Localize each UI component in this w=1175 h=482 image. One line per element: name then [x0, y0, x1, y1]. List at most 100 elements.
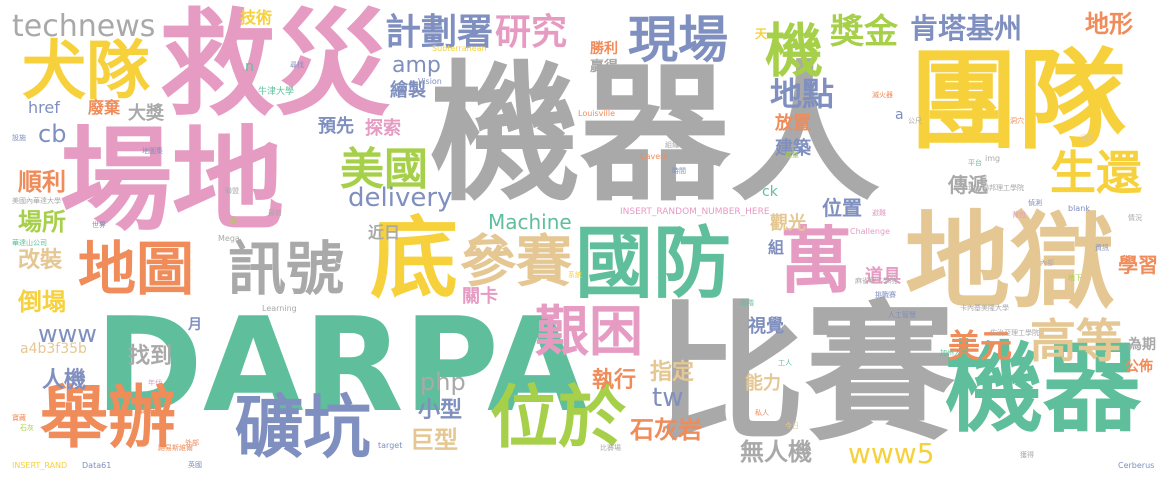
word-comm: 通訊 [1080, 134, 1094, 142]
word-machine-single: 機 [765, 17, 824, 85]
word-map: 地圖 [78, 235, 195, 303]
word-building: 建築 [775, 138, 811, 159]
word-hardship: 艱困 [535, 300, 643, 363]
word-uk: 英國 [188, 461, 202, 469]
word-venue: 場地 [60, 116, 284, 246]
word-props: 道具 [865, 266, 901, 287]
word-small: 小型 [418, 398, 463, 423]
word-found: 找到 [128, 344, 173, 369]
word-scene: 現場 [628, 11, 728, 69]
word-prize: 獎金 [830, 12, 898, 52]
word-data61: Data61 [82, 461, 112, 470]
word-extinguisher: 滅火器 [872, 91, 893, 99]
word-img: img [985, 154, 1001, 163]
word-transmit: 傳遞 [948, 173, 988, 197]
word-agency: 計劃署 [385, 12, 494, 53]
word-tw: tw [652, 383, 684, 413]
word-modify: 改裝 [18, 248, 63, 273]
word-announce: 公佈 [1125, 359, 1153, 375]
word-underground: 地下 [1068, 274, 1082, 282]
word-technology: 技術 [240, 8, 273, 27]
word-www5: www5 [848, 437, 935, 470]
word-location: 地點 [770, 75, 835, 113]
word-alliance: 聯盟 [225, 187, 239, 195]
word-georgia-tech: 佐治亞理工學院 [990, 329, 1039, 337]
word-dog-team: 犬隊 [22, 35, 150, 109]
word-place-put: 放置 [775, 113, 811, 134]
word-vision-en: Vision [418, 77, 442, 86]
word-smoothly: 順利 [18, 168, 66, 196]
word-n: n [245, 59, 254, 75]
word-explore: 探索 [365, 118, 401, 139]
word-mega: Mega [218, 234, 240, 243]
word-subterranean: Subterranean [432, 44, 487, 53]
word-unr: 美國內華達大學 [12, 197, 61, 205]
word-flag: 旗 [230, 217, 237, 225]
word-learning-en: Learning [262, 304, 297, 313]
word-a4b3f35b: a4b3f35b [20, 341, 87, 357]
word-kentucky: 肯塔基州 [910, 12, 1023, 45]
word-system: 系統 [568, 271, 582, 279]
word-learning: 學習 [1118, 253, 1158, 277]
word-treasure: 寶藏 [12, 414, 26, 422]
word-technews: technews [12, 9, 156, 44]
word-cavern: Cavern [640, 152, 669, 161]
word-group: 組 [768, 238, 785, 257]
word-time: 時間 [672, 167, 686, 175]
word-place: 場所 [18, 208, 66, 236]
word-organization: 組織 [665, 141, 679, 149]
word-obtain: 獲得 [1020, 451, 1034, 459]
word-cb: cb [38, 120, 67, 148]
word-internal: 內部 [1040, 259, 1054, 267]
word-today: 今日 [785, 422, 799, 430]
word-www: www [38, 320, 97, 348]
word-machine-zh: 機器 [945, 332, 1142, 446]
word-position: 位置 [822, 196, 862, 220]
word-ten-thousand: 萬 [780, 219, 853, 303]
word-external: 外部 [185, 439, 199, 447]
word-lime: 石灰 [20, 424, 34, 432]
word-ai: 人工智慧 [888, 311, 916, 319]
word-atlas: 地圖集 [142, 147, 163, 155]
word-advanced: 高等 [1030, 314, 1122, 368]
word-quantity: 數量 [785, 151, 799, 159]
word-draw: 繪製 [390, 80, 426, 101]
word-ck: ck [762, 184, 778, 200]
word-mine: 礦坑 [235, 389, 372, 468]
word-info: 資訊 [1095, 244, 1109, 252]
word-level: 關卡 [462, 286, 498, 307]
word-competition: 比賽 [655, 288, 956, 462]
word-blank: blank [1068, 204, 1090, 213]
word-win: 贏得 [590, 59, 618, 75]
word-placeholder-short: INSERT_RAND [12, 461, 68, 470]
word-recently: 近日 [368, 223, 401, 242]
word-search: 尋找 [290, 61, 304, 69]
word-a: a [895, 107, 904, 123]
word-robot: 機器人 [430, 48, 881, 222]
word-challenge-zh: 挑戰賽 [875, 291, 896, 299]
word-amp: amp [392, 53, 441, 78]
word-victory: 勝利 [590, 41, 618, 57]
word-cmu: 卡內基美隆大學 [960, 304, 1009, 312]
word-advance: 預先 [318, 116, 354, 137]
word-team: 團隊 [910, 39, 1127, 164]
word-facility: 設施 [12, 134, 26, 142]
word-vision: 視覺 [748, 316, 784, 337]
word-advanced-level: 高階 [740, 299, 754, 307]
word-bottom: 底 [370, 207, 459, 310]
word-sightseeing: 觀光 [770, 213, 806, 234]
word-louisville: Louisville [578, 109, 615, 118]
word-target: target [378, 441, 403, 450]
word-research: 研究 [495, 12, 568, 53]
word-host: 舉辦 [40, 379, 177, 458]
word-placeholder: INSERT_RANDOM_NUMBER_HERE [620, 207, 770, 217]
word-participate: 參賽 [460, 230, 572, 295]
word-company: 華達山公司 [12, 239, 47, 247]
word-oxford: 牛津大學 [258, 87, 295, 97]
word-execute: 執行 [592, 368, 637, 393]
word-camera: 攝影機 [138, 407, 159, 415]
word-uc: 加州大學 [940, 349, 968, 357]
word-duration: 為期 [1128, 337, 1156, 353]
word-terrain: 地形 [1085, 10, 1133, 38]
